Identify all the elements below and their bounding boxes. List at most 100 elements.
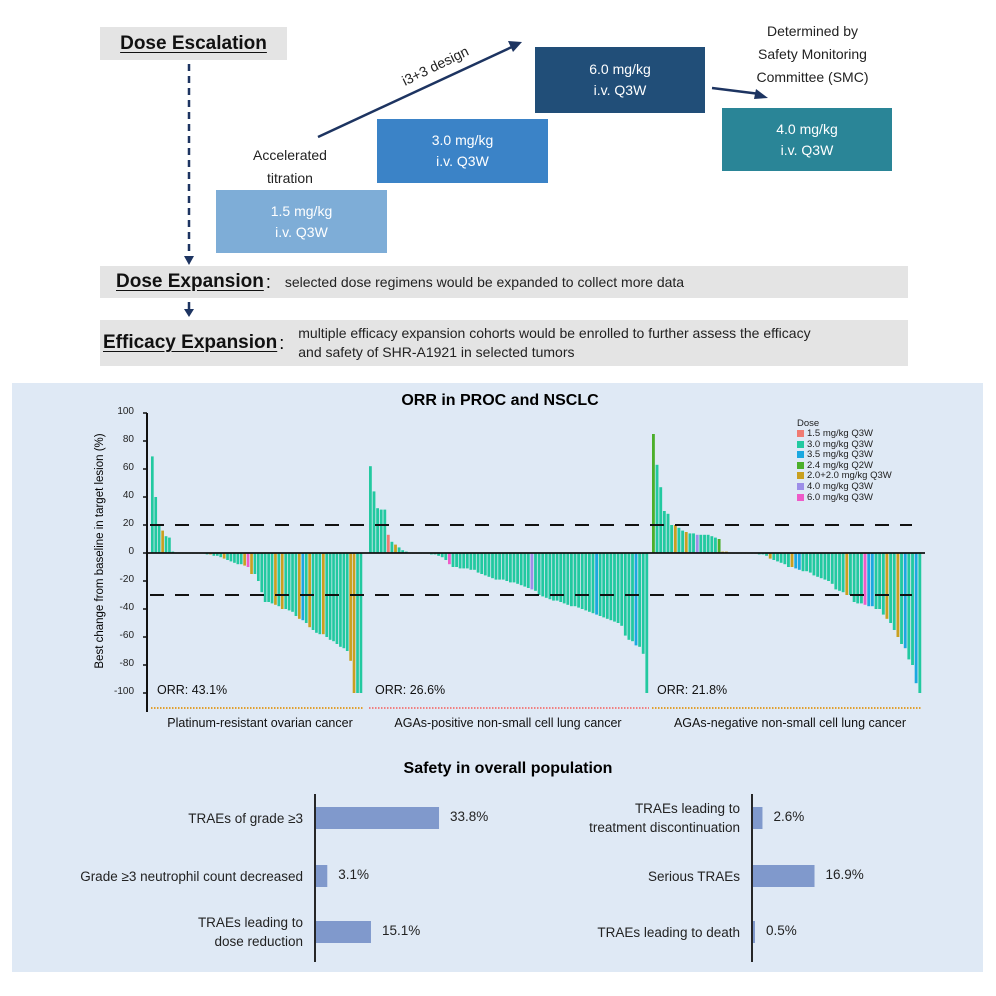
waterfall-bar [645, 553, 649, 693]
waterfall-bar [911, 553, 914, 665]
waterfall-bar [659, 487, 663, 553]
waterfall-bar [870, 553, 874, 607]
waterfall-bar [455, 553, 458, 567]
waterfall-bar [498, 553, 501, 580]
waterfall-bar [827, 553, 830, 581]
label-line: Grade ≥3 neutrophil count decreased [80, 868, 303, 884]
waterfall-bar [512, 553, 516, 583]
waterfall-bar [616, 553, 620, 623]
waterfall-bar [236, 553, 240, 565]
waterfall-bar [440, 553, 444, 558]
waterfall-bar [892, 553, 896, 630]
legend-item: 4.0 mg/kg Q3W [797, 481, 873, 492]
waterfall-bar [339, 553, 342, 647]
dose-escalation-box: Dose Escalation [100, 27, 287, 60]
waterfall-bar [580, 553, 584, 609]
efficacy-expansion-text: multiple efficacy expansion cohorts woul… [298, 324, 810, 362]
waterfall-bar [768, 553, 772, 559]
waterfall-bar [918, 553, 922, 693]
waterfall-bar [318, 553, 322, 635]
waterfall-bar [458, 553, 462, 569]
waterfall-bar [692, 533, 695, 553]
safety-bar [316, 865, 328, 887]
escalation-flow-arrow [184, 64, 194, 265]
safety-label: TRAEs leading to death [452, 923, 740, 942]
waterfall-bar [598, 553, 602, 616]
waterfall-bar [677, 527, 681, 553]
efficacy-expansion-bar: Efficacy Expansion : multiple efficacy e… [100, 320, 908, 366]
label-line: TRAEs leading to death [597, 924, 740, 940]
waterfall-bar [588, 553, 591, 612]
waterfall-bar [356, 553, 359, 693]
y-tick-label: 20 [122, 518, 134, 529]
legend-swatch [797, 461, 804, 469]
waterfall-bar [328, 553, 332, 640]
waterfall-bar [794, 553, 798, 569]
note-line: Committee (SMC) [756, 69, 869, 85]
waterfall-bar [903, 553, 907, 649]
waterfall-bar [819, 553, 823, 579]
waterfall-bar [267, 553, 270, 602]
waterfall-bar [681, 530, 685, 553]
safety-label: TRAEs leading to treatment discontinuatio… [452, 799, 740, 837]
waterfall-bar [280, 553, 284, 609]
orr-agas-negative: ORR: 21.8% [657, 683, 728, 697]
waterfall-bar [900, 553, 903, 644]
waterfall-bar [487, 553, 491, 577]
waterfall-bar [860, 553, 863, 604]
waterfall-bar [437, 553, 440, 556]
waterfall-bar [662, 511, 666, 553]
dose-box-4-0: 4.0 mg/kg i.v. Q3W [722, 108, 892, 171]
waterfall-bar [315, 553, 318, 633]
accelerated-titration-label: Accelerated titration [232, 144, 348, 190]
label-line: Accelerated [253, 147, 327, 163]
waterfall-bar [885, 553, 889, 619]
waterfall-bar [805, 553, 809, 572]
dose-value: 3.0 mg/kg [431, 132, 494, 148]
waterfall-bar [465, 553, 469, 569]
label-line: TRAEs leading to [634, 801, 740, 816]
waterfall-bar [559, 553, 563, 602]
waterfall-bar [164, 536, 168, 553]
y-tick-label: 0 [128, 546, 134, 557]
waterfall-bar [797, 553, 801, 570]
label-line: treatment discontinuation [589, 820, 740, 835]
legend-label: 2.0+2.0 mg/kg Q3W [807, 470, 892, 482]
dose-regimen: i.v. Q3W [436, 153, 489, 169]
waterfall-bar [372, 491, 376, 553]
waterfall-bar [480, 553, 484, 574]
waterfall-bar [591, 553, 595, 614]
waterfall-bar [260, 553, 264, 593]
waterfall-bar [673, 525, 677, 553]
waterfall-bar [349, 553, 352, 661]
waterfall-bar [605, 553, 609, 619]
waterfall-bar [383, 509, 387, 553]
safety-title: Safety in overall population [403, 760, 613, 777]
group-label-agas-negative: AGAs-negative non-small cell lung cancer [673, 716, 907, 730]
waterfall-bar [509, 553, 512, 583]
waterfall-bar [552, 553, 555, 601]
waterfall-bar [703, 534, 706, 553]
waterfall-bar [257, 553, 260, 581]
waterfall-bar [655, 464, 659, 553]
waterfall-bar [907, 553, 911, 660]
waterfall-bar [494, 553, 498, 580]
waterfall-bar [277, 553, 281, 607]
waterfall-bar [779, 553, 783, 563]
orr-proc: ORR: 43.1% [157, 683, 228, 697]
waterfall-bar [830, 553, 834, 584]
orr-agas-positive: ORR: 26.6% [375, 683, 446, 697]
safety-value: 3.1% [338, 867, 370, 882]
legend-title: Dose [797, 418, 820, 429]
waterfall-bar [717, 539, 721, 553]
waterfall-bar [161, 530, 164, 553]
note-line: Determined by [766, 23, 859, 39]
waterfall-bar [476, 553, 480, 573]
waterfall-bar [462, 553, 466, 569]
y-tick-label: 80 [122, 434, 134, 445]
waterfall-bar [401, 550, 405, 553]
waterfall-bar [765, 553, 768, 556]
y-tick-label: 100 [117, 406, 134, 417]
dose-regimen: i.v. Q3W [593, 82, 647, 98]
waterfall-bar [570, 553, 573, 607]
